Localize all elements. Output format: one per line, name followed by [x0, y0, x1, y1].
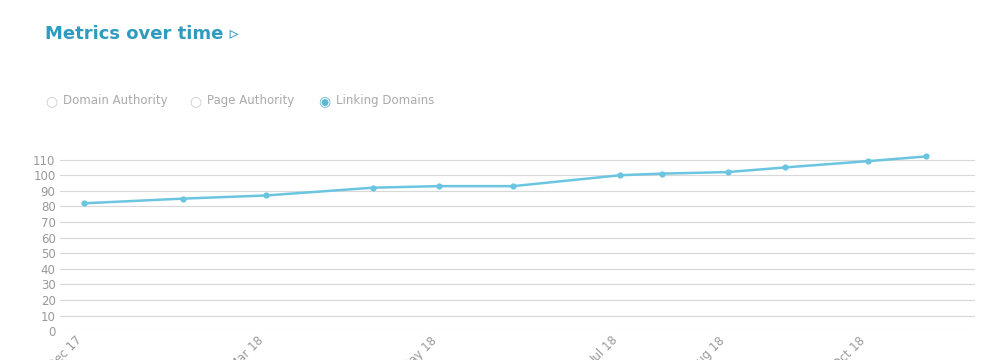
Text: Page Authority: Page Authority [207, 94, 294, 107]
Text: Metrics over time ▹: Metrics over time ▹ [45, 25, 239, 43]
Text: ○: ○ [45, 94, 57, 108]
Text: ◉: ◉ [318, 94, 330, 108]
Text: Domain Authority: Domain Authority [63, 94, 167, 107]
Text: Linking Domains: Linking Domains [336, 94, 434, 107]
Text: ○: ○ [189, 94, 201, 108]
